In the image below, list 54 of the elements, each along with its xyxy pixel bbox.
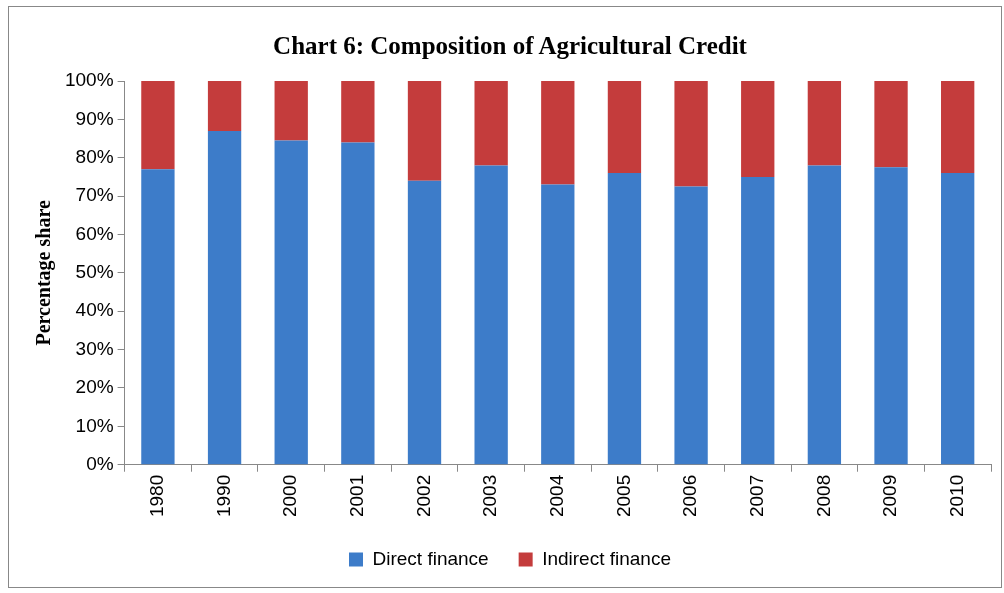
y-axis-title: Percentage share xyxy=(32,200,56,346)
bar xyxy=(474,165,508,465)
x-tick-label: 2010 xyxy=(945,474,967,518)
bar xyxy=(874,81,908,168)
bar xyxy=(607,81,642,174)
bar xyxy=(207,130,242,465)
y-tick-label: 90% xyxy=(75,107,114,129)
x-tick-label: 1990 xyxy=(212,474,234,518)
bar xyxy=(741,81,775,177)
bar xyxy=(274,81,308,141)
bar xyxy=(674,186,708,465)
bar xyxy=(407,180,442,465)
y-tick-label: 40% xyxy=(75,299,114,321)
bar xyxy=(474,81,508,166)
bar xyxy=(941,173,975,465)
y-tick-label: 80% xyxy=(75,145,114,167)
y-tick-label: 0% xyxy=(86,452,114,474)
bar xyxy=(674,81,708,187)
legend-label: Direct finance xyxy=(372,547,489,569)
x-tick-label: 2001 xyxy=(346,474,368,518)
y-tick-label: 20% xyxy=(75,376,114,398)
x-tick-label: 1980 xyxy=(146,474,168,518)
bar xyxy=(207,81,242,131)
x-tick-label: 2009 xyxy=(879,474,901,518)
bar xyxy=(807,165,842,465)
bar xyxy=(541,184,575,465)
bar xyxy=(874,167,908,465)
bar xyxy=(741,176,775,465)
y-tick-label: 60% xyxy=(75,222,114,244)
bar xyxy=(341,81,375,143)
y-tick-label: 10% xyxy=(75,414,114,436)
x-tick-label: 2004 xyxy=(546,474,568,518)
x-tick-label: 2002 xyxy=(412,474,434,518)
bar xyxy=(274,140,308,465)
bar xyxy=(541,81,575,185)
bar xyxy=(141,169,175,465)
bar xyxy=(141,81,175,170)
bar xyxy=(941,81,975,174)
x-tick-label: 2000 xyxy=(279,474,301,518)
bar xyxy=(341,142,375,465)
x-tick-label: 2007 xyxy=(745,474,767,518)
y-tick-label: 30% xyxy=(75,337,114,359)
x-tick-label: 2006 xyxy=(679,474,701,518)
chart-title: Chart 6: Composition of Agricultural Credit xyxy=(273,32,748,60)
x-tick-label: 2008 xyxy=(812,474,834,518)
y-tick-label: 100% xyxy=(64,69,114,91)
legend-label: Indirect finance xyxy=(542,547,672,569)
y-tick-label: 70% xyxy=(75,184,114,206)
x-tick-label: 2003 xyxy=(479,474,501,518)
bar xyxy=(407,81,442,181)
bar xyxy=(807,81,842,166)
x-tick-label: 2005 xyxy=(612,474,634,518)
bar xyxy=(607,173,642,465)
y-tick-label: 50% xyxy=(75,261,114,283)
